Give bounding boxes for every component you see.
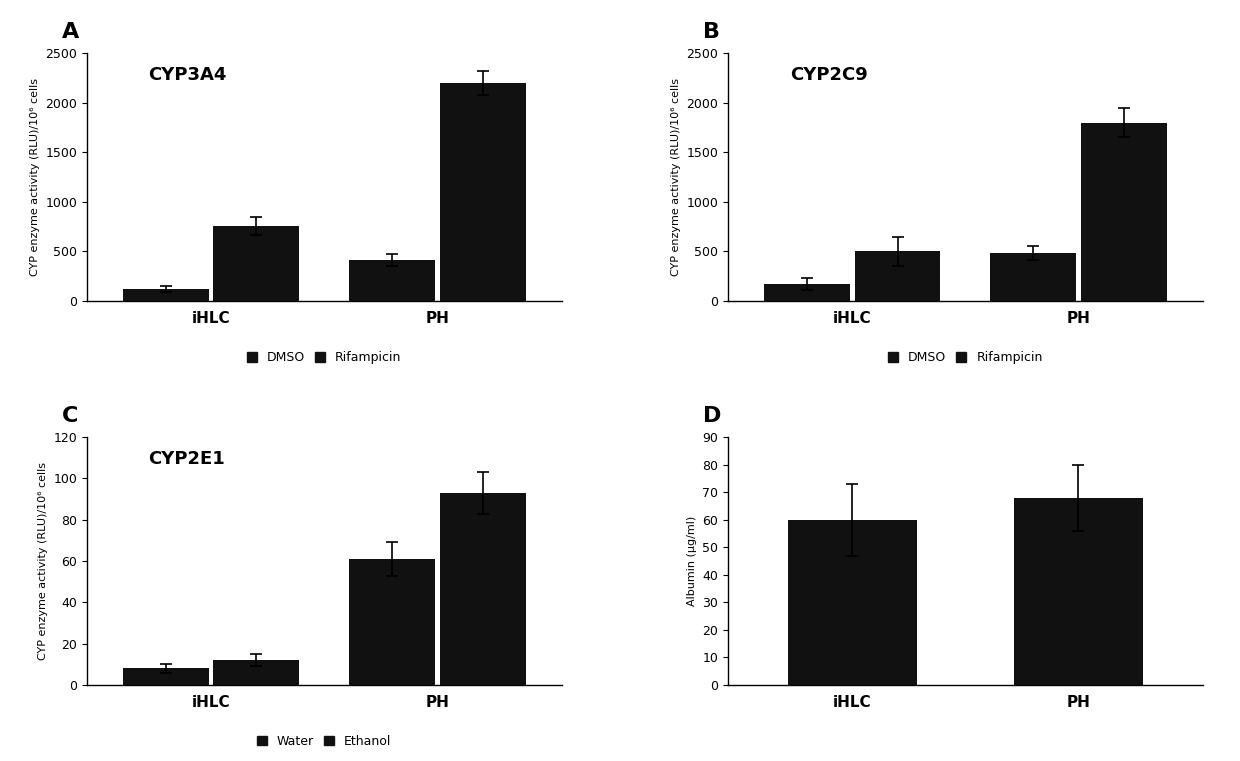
Text: B: B [703, 22, 720, 42]
Text: CYP2E1: CYP2E1 [149, 450, 226, 467]
Bar [1081, 123, 1167, 301]
Bar [350, 559, 435, 685]
Text: C: C [62, 406, 78, 426]
Legend: DMSO, Rifampicin: DMSO, Rifampicin [888, 351, 1043, 364]
Bar [854, 251, 940, 301]
Bar [123, 289, 208, 301]
Y-axis label: CYP enzyme activity (RLU)/10⁶ cells: CYP enzyme activity (RLU)/10⁶ cells [30, 78, 40, 276]
Bar [350, 260, 435, 301]
Bar [787, 520, 916, 685]
Y-axis label: CYP enzyme activity (RLU)/10⁶ cells: CYP enzyme activity (RLU)/10⁶ cells [37, 462, 47, 660]
Text: A: A [62, 22, 79, 42]
Bar [991, 253, 1076, 301]
Y-axis label: Albumin (µg/ml): Albumin (µg/ml) [687, 516, 697, 607]
Bar [213, 660, 299, 685]
Bar [764, 284, 851, 301]
Bar [213, 226, 299, 301]
Bar [1014, 498, 1143, 685]
Legend: Water, Ethanol: Water, Ethanol [257, 735, 392, 748]
Bar [439, 83, 526, 301]
Y-axis label: CYP enzyme activity (RLU)/10⁶ cells: CYP enzyme activity (RLU)/10⁶ cells [671, 78, 681, 276]
Bar [439, 493, 526, 685]
Text: D: D [703, 406, 722, 426]
Legend: DMSO, Rifampicin: DMSO, Rifampicin [247, 351, 402, 364]
Text: CYP3A4: CYP3A4 [149, 65, 227, 84]
Text: CYP2C9: CYP2C9 [790, 65, 868, 84]
Bar [123, 668, 208, 685]
